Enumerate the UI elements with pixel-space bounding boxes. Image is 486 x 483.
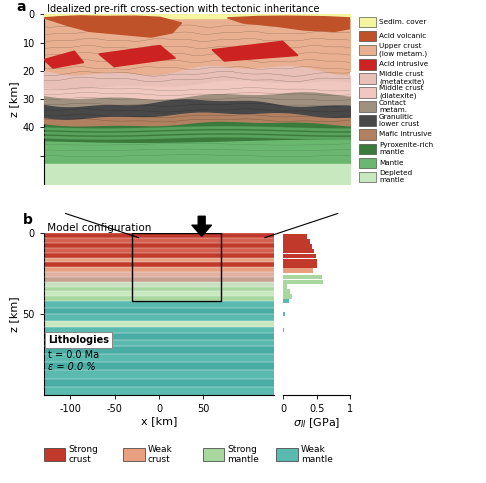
Polygon shape — [212, 41, 298, 61]
Bar — [359, 45, 376, 56]
Bar — [283, 254, 316, 258]
Text: Lithologies: Lithologies — [48, 335, 109, 345]
Text: ε = 0.0 %: ε = 0.0 % — [48, 362, 96, 372]
Bar — [359, 73, 376, 84]
Bar — [283, 239, 310, 244]
Y-axis label: z [km]: z [km] — [10, 296, 19, 332]
Bar — [283, 289, 290, 294]
Text: Upper crust
(low metam.): Upper crust (low metam.) — [379, 43, 427, 57]
Text: Strong
mantle: Strong mantle — [227, 445, 260, 465]
Text: Acid volcanic: Acid volcanic — [379, 33, 426, 39]
Bar — [123, 448, 145, 461]
Bar — [283, 312, 285, 316]
Bar — [359, 143, 376, 154]
Text: Weak
mantle: Weak mantle — [301, 445, 333, 465]
Bar — [359, 115, 376, 126]
Bar — [44, 448, 65, 461]
Bar — [283, 258, 317, 263]
Polygon shape — [99, 45, 175, 67]
Bar — [283, 284, 287, 289]
Bar — [359, 87, 376, 98]
X-axis label: x [km]: x [km] — [141, 416, 177, 426]
Bar — [283, 249, 314, 254]
Bar — [359, 129, 376, 140]
Bar — [283, 275, 322, 279]
Text: Mantle: Mantle — [379, 159, 403, 166]
Text: Weak
crust: Weak crust — [148, 445, 173, 465]
Bar — [133, 233, 221, 301]
Bar — [283, 244, 312, 249]
Text: Sedim. cover: Sedim. cover — [379, 18, 426, 25]
Text: Granulitic
lower crust: Granulitic lower crust — [379, 114, 419, 127]
Bar — [283, 280, 323, 284]
Bar — [283, 294, 292, 298]
Bar — [359, 157, 376, 168]
Bar — [283, 328, 284, 332]
Text: Middle crust
(metatexite): Middle crust (metatexite) — [379, 71, 424, 85]
Text: Model configuration: Model configuration — [44, 223, 151, 233]
Bar — [359, 31, 376, 41]
Text: b: b — [23, 213, 33, 227]
Text: Idealized pre-rift cross-section with tectonic inheritance: Idealized pre-rift cross-section with te… — [44, 4, 319, 14]
Text: Middle crust
(diatexite): Middle crust (diatexite) — [379, 85, 423, 99]
Text: t = 0.0 Ma: t = 0.0 Ma — [48, 350, 99, 359]
Polygon shape — [44, 51, 84, 68]
Bar — [359, 16, 376, 27]
Bar — [359, 59, 376, 70]
Text: Strong
crust: Strong crust — [68, 445, 98, 465]
Bar — [359, 172, 376, 183]
Bar — [283, 234, 307, 239]
Polygon shape — [44, 16, 182, 37]
Text: Depleted
mantle: Depleted mantle — [379, 170, 412, 183]
Bar — [203, 448, 225, 461]
Y-axis label: z [km]: z [km] — [10, 81, 19, 117]
Bar — [277, 448, 298, 461]
Text: Acid intrusive: Acid intrusive — [379, 61, 428, 67]
Text: a: a — [16, 0, 26, 14]
Bar — [283, 299, 289, 303]
Text: Pyroxenite-rich
mantle: Pyroxenite-rich mantle — [379, 142, 433, 155]
Bar — [359, 101, 376, 112]
Bar — [283, 263, 316, 268]
Text: Contact
metam.: Contact metam. — [379, 99, 407, 113]
Bar — [283, 268, 313, 273]
Polygon shape — [227, 16, 350, 31]
X-axis label: $\sigma_{II}$ [GPa]: $\sigma_{II}$ [GPa] — [293, 416, 340, 430]
Text: Mafic intrusive: Mafic intrusive — [379, 131, 432, 137]
